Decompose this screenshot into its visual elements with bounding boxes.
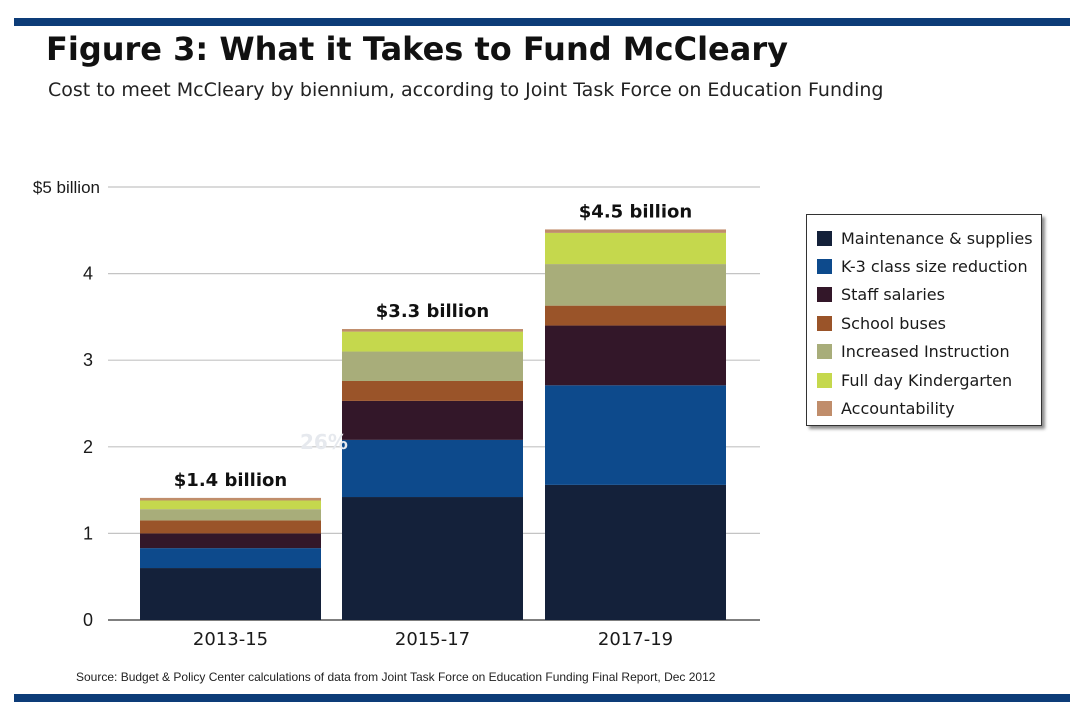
y-tick-label: 3 (83, 350, 93, 370)
legend-item-maintenance-supplies: Maintenance & supplies (817, 224, 1041, 252)
bar-segment (342, 439, 523, 498)
legend-item-accountability: Accountability (817, 394, 1041, 422)
bar-total-label: $3.3 billion (376, 301, 489, 322)
bar-total-label: $1.4 billion (174, 470, 287, 491)
bar-segment (545, 229, 726, 233)
y-tick-label: $5 billion (33, 178, 100, 197)
annotation-label: 26% (300, 430, 348, 454)
bar-segment (545, 484, 726, 620)
legend-label: Maintenance & supplies (841, 228, 1033, 248)
bar-segment (342, 331, 523, 352)
legend-label: Full day Kindergarten (841, 370, 1013, 390)
legend-label: Accountability (841, 399, 955, 419)
bar-segment (545, 325, 726, 386)
legend-label: Increased Instruction (841, 342, 1010, 362)
bar-segment (545, 264, 726, 306)
bar-segment (545, 305, 726, 326)
bar-segment (342, 329, 523, 332)
bar-segment (545, 385, 726, 485)
legend-swatch (817, 344, 832, 360)
figure-title: Figure 3: What it Takes to Fund McCleary (46, 30, 788, 68)
labels: 0 1 2 3 4 $5 billion 2013-15 $1.4 billion 2015-1… (33, 178, 692, 650)
bar-segment (342, 400, 523, 440)
x-tick-label: 2017-19 (598, 629, 673, 650)
legend-item-school-buses: School buses (817, 309, 1041, 337)
source-note: Source: Budget & Policy Center calculati… (76, 670, 716, 684)
bar-segment (140, 520, 321, 534)
bottom-rule (14, 694, 1070, 702)
legend-item-full-day-kindergarten: Full day Kindergarten (817, 366, 1041, 394)
bar-segment (140, 509, 321, 521)
legend-swatch (817, 372, 832, 388)
legend-swatch (817, 315, 832, 331)
bar-segment (140, 568, 321, 620)
legend-swatch (817, 230, 832, 246)
bar-segment (342, 351, 523, 381)
x-tick-label: 2015-17 (395, 629, 470, 650)
y-tick-label: 4 (83, 264, 93, 284)
y-tick-label: 0 (83, 610, 93, 630)
y-tick-label: 2 (83, 437, 93, 457)
bar-segment (342, 380, 523, 401)
legend-item-staff-salaries: Staff salaries (817, 281, 1041, 309)
legend: Maintenance & supplies K-3 class size re… (806, 214, 1042, 426)
bar-segment (140, 533, 321, 549)
bars (140, 229, 726, 620)
bar-segment (545, 232, 726, 265)
bar-segment (140, 548, 321, 569)
top-rule (14, 18, 1070, 26)
legend-swatch (817, 259, 832, 275)
legend-item-increased-instruction: Increased Instruction (817, 338, 1041, 366)
x-tick-label: 2013-15 (193, 629, 268, 650)
legend-swatch (817, 401, 832, 417)
y-tick-label: 1 (83, 523, 93, 543)
legend-item-k3-class-size: K-3 class size reduction (817, 252, 1041, 280)
legend-swatch (817, 287, 832, 303)
bar-segment (342, 497, 523, 620)
legend-label: K-3 class size reduction (841, 257, 1028, 277)
legend-label: Staff salaries (841, 285, 945, 305)
bar-segment (140, 500, 321, 510)
bar-segment (140, 497, 321, 501)
figure-subtitle: Cost to meet McCleary by biennium, accor… (48, 79, 884, 101)
legend-label: School buses (841, 313, 947, 333)
bar-total-label: $4.5 billion (579, 201, 692, 222)
